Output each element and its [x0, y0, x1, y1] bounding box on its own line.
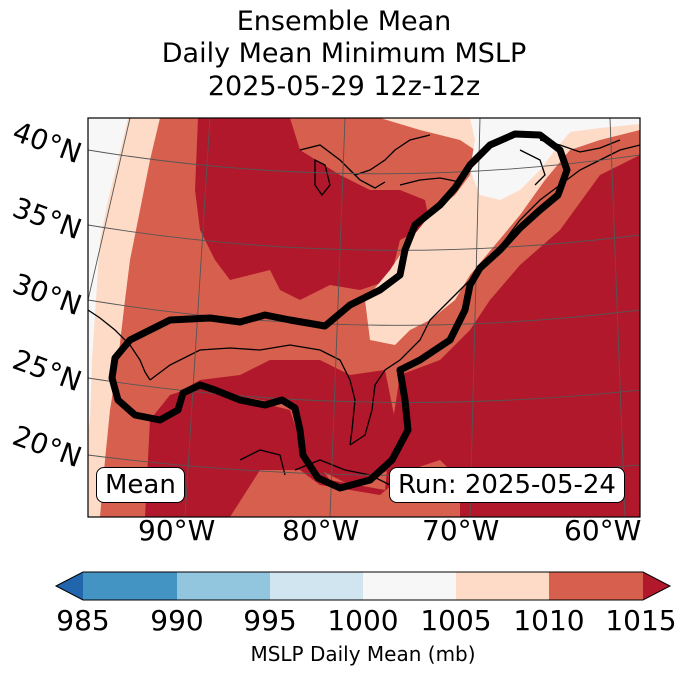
- colorbar-tick-1010: 1010: [513, 604, 585, 637]
- colorbar-outline: [54, 571, 672, 601]
- lon-label-90w: 90°W: [138, 514, 216, 547]
- colorbar-tick-1000: 1000: [327, 604, 399, 637]
- colorbar-band-990-995: [177, 572, 271, 600]
- colorbar-label: MSLP Daily Mean (mb): [250, 642, 476, 666]
- colorbar-band-985-990: [83, 572, 177, 600]
- title-line-2: Daily Mean Minimum MSLP: [161, 38, 527, 69]
- title-line-3: 2025-05-29 12z-12z: [207, 71, 481, 102]
- colorbar-tick-995: 995: [243, 604, 297, 637]
- colorbar-band-1005-1010: [456, 572, 550, 600]
- lon-label-60w: 60°W: [564, 514, 642, 547]
- map-frame: [87, 117, 641, 518]
- colorbar-band-1010-1015: [549, 572, 643, 600]
- field-1005-1010: [88, 118, 640, 517]
- colorbar-under-arrow: [56, 572, 83, 600]
- title-line-1: Ensemble Mean: [236, 6, 452, 37]
- colorbar-tick-990: 990: [150, 604, 204, 637]
- colorbar-band-995-1000: [270, 572, 364, 600]
- lon-label-70w: 70°W: [422, 514, 500, 547]
- colorbar-band-1000-1005: [363, 572, 457, 600]
- field-over-1015-plains: [195, 118, 430, 300]
- mean-label-box: Mean: [96, 467, 185, 503]
- lon-label-80w: 80°W: [282, 514, 360, 547]
- colorbar: [54, 571, 672, 601]
- colorbar-over-arrow: [643, 572, 670, 600]
- colorbar-tick-1015: 1015: [605, 604, 677, 637]
- colorbar-tick-1005: 1005: [420, 604, 492, 637]
- mslp-contour-line: [108, 130, 571, 492]
- field-1000-1005: [88, 118, 640, 430]
- colorbar-tick-985: 985: [56, 604, 110, 637]
- run-date-box: Run: 2025-05-24: [389, 467, 625, 503]
